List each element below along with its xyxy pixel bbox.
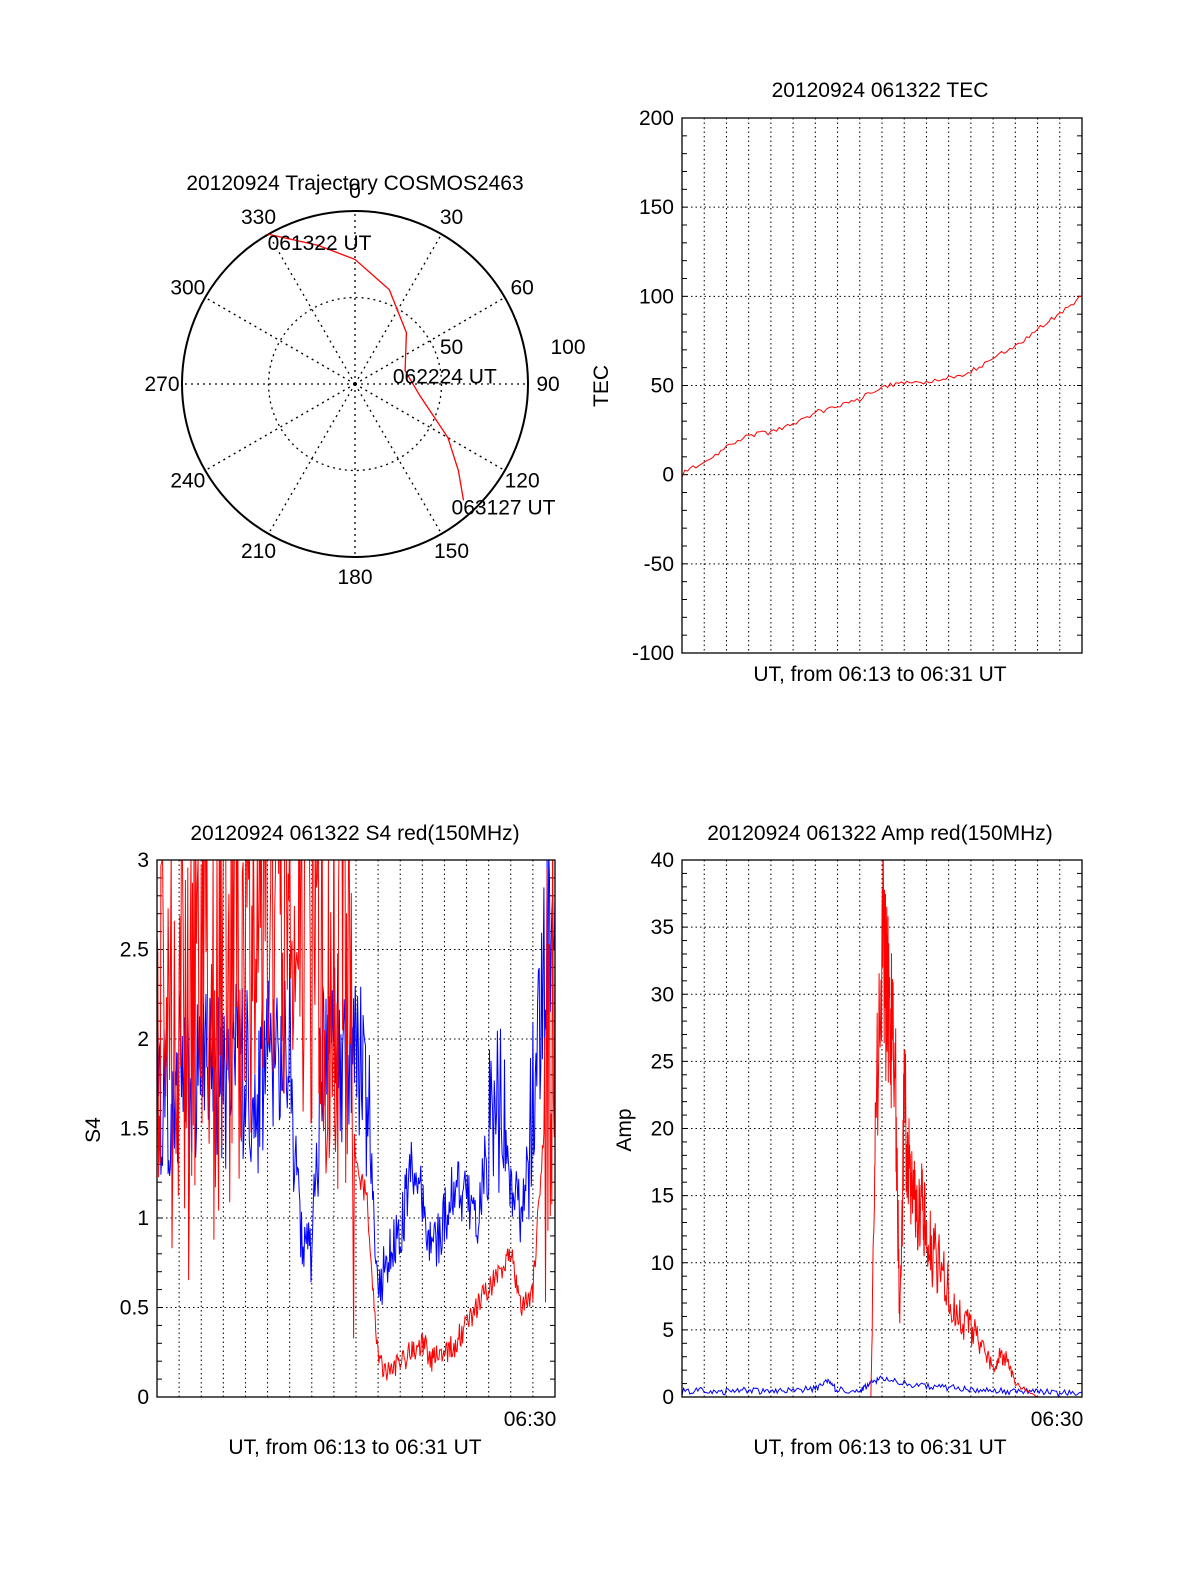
trajectory-annotations: 061322 UT 062224 UT 063127 UT [268, 232, 556, 519]
s4-xtick-label: 06:30 [504, 1408, 557, 1431]
amp-title: 20120924 061322 Amp red(150MHz) [707, 822, 1053, 845]
polar-angle-label: 150 [434, 540, 469, 563]
polar-angle-label: 270 [144, 373, 179, 396]
polar-spoke-150 [354, 383, 443, 535]
tec-title: 20120924 061322 TEC [772, 79, 989, 102]
y-tick-label: 200 [639, 107, 674, 130]
amp-xtick-label: 06:30 [1031, 1408, 1084, 1431]
amp-plot-area: 0 5 10 15 20 25 30 35 40 [651, 849, 1083, 1409]
y-tick-label: 1.5 [120, 1118, 149, 1141]
trajectory-panel: 20120924 Trajectory COSMOS2463 0 30 60 90 12… [144, 172, 585, 589]
polar-angle-label: 90 [536, 373, 559, 396]
polar-spoke-240 [204, 383, 356, 472]
tec-ylabel: TEC [590, 365, 613, 407]
y-tick-label: 5 [662, 1319, 674, 1342]
y-tick-label: 1 [137, 1207, 149, 1230]
y-tick-label: 40 [651, 849, 674, 872]
polar-angle-label: 210 [241, 540, 276, 563]
y-tick-label: 0 [662, 464, 674, 487]
trajectory-time-label: 061322 UT [268, 232, 372, 255]
y-tick-label: -100 [632, 642, 674, 665]
polar-spoke-60 [354, 296, 506, 385]
s4-panel: 20120924 061322 S4 red(150MHz) 0 0.5 1 1.5 2… [82, 822, 557, 1459]
polar-ring-0 [267, 296, 443, 472]
y-tick-label: 2.5 [120, 939, 149, 962]
series-line-0 [157, 860, 555, 1305]
polar-angle-labels: 0 30 60 90 120 150 180 210 240 270 300 330 [144, 180, 559, 589]
y-tick-label: 150 [639, 196, 674, 219]
polar-radial-labels: 50 100 [440, 336, 586, 359]
plot-frame [156, 859, 556, 1398]
polar-angle-label: 120 [505, 470, 540, 493]
polar-grid [181, 210, 529, 558]
y-tick-label: 100 [639, 285, 674, 308]
series-group [157, 860, 555, 1381]
y-tick-label: 30 [651, 983, 674, 1006]
s4-xlabel: UT, from 06:13 to 06:31 UT [228, 1436, 481, 1459]
polar-angle-label: 60 [510, 277, 533, 300]
polar-spoke-120 [354, 383, 506, 472]
series-group [682, 295, 1082, 478]
y-tick-label: -50 [644, 553, 674, 576]
s4-plot-area: 0 0.5 1 1.5 2 2.5 3 [120, 849, 556, 1409]
trajectory-time-label: 063127 UT [452, 496, 556, 519]
polar-spoke-300 [204, 296, 356, 385]
polar-angle-label: 30 [440, 206, 463, 229]
y-tick-label: 50 [651, 375, 674, 398]
y-tick-label: 20 [651, 1118, 674, 1141]
y-tick-label: 0 [137, 1386, 149, 1409]
polar-angle-label: 180 [337, 566, 372, 589]
s4-title: 20120924 061322 S4 red(150MHz) [190, 822, 519, 845]
trajectory-track [268, 233, 465, 501]
polar-radial-label: 100 [550, 336, 585, 359]
polar-angle-label: 330 [241, 206, 276, 229]
series-group [682, 860, 1082, 1397]
y-tick-label: 3 [137, 849, 149, 872]
y-tick-label: 25 [651, 1050, 674, 1073]
series-line-1 [157, 860, 555, 1381]
y-tick-label: 2 [137, 1028, 149, 1051]
polar-angle-label: 0 [349, 180, 361, 203]
trajectory-title: 20120924 Trajectory COSMOS2463 [186, 172, 523, 195]
amp-panel: 20120924 061322 Amp red(150MHz) 0 5 10 15 20… [613, 822, 1083, 1459]
polar-angle-label: 240 [170, 470, 205, 493]
amp-ylabel: Amp [613, 1108, 636, 1151]
s4-ylabel: S4 [82, 1117, 105, 1143]
polar-spoke-330 [267, 233, 356, 385]
tec-plot-area: -100 -50 0 50 100 150 200 [632, 107, 1083, 665]
y-tick-label: 35 [651, 916, 674, 939]
plot-frame [681, 859, 1083, 1398]
tec-panel: 20120924 061322 TEC -100-50050100150200 … [590, 79, 1083, 686]
trajectory-time-label: 062224 UT [393, 366, 497, 389]
trajectory-line [268, 233, 465, 501]
plot-frame [681, 117, 1083, 654]
polar-spoke-210 [267, 383, 356, 535]
tec-xlabel: UT, from 06:13 to 06:31 UT [753, 663, 1006, 686]
series-line-0 [682, 295, 1082, 478]
y-tick-label: 10 [651, 1252, 674, 1275]
polar-angle-label: 300 [170, 277, 205, 300]
y-tick-label: 0.5 [120, 1297, 149, 1320]
polar-radial-label: 50 [440, 336, 463, 359]
amp-xlabel: UT, from 06:13 to 06:31 UT [753, 1436, 1006, 1459]
series-line-1 [870, 860, 1038, 1397]
y-tick-label: 0 [662, 1386, 674, 1409]
y-tick-label: 15 [651, 1185, 674, 1208]
polar-outer-circle [181, 210, 529, 558]
polar-spoke-30 [354, 233, 443, 385]
